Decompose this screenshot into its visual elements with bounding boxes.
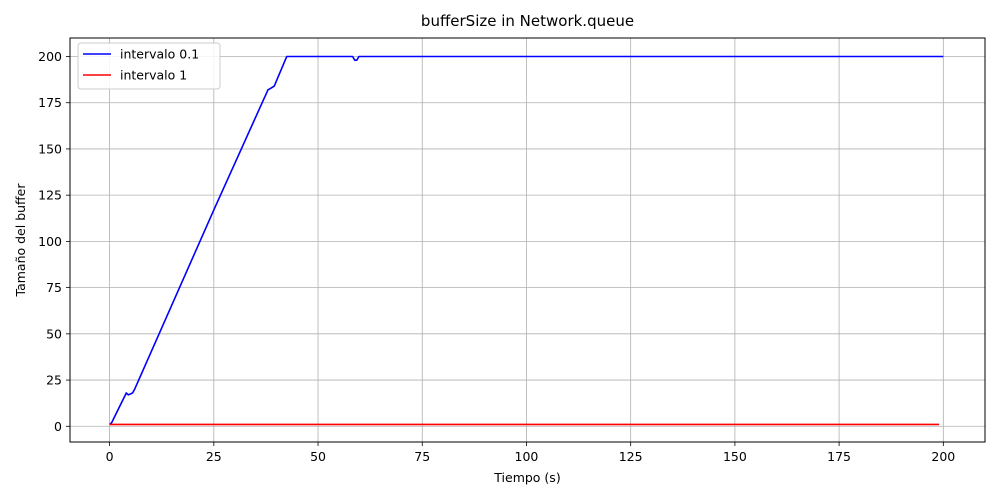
x-tick-label: 150 [723, 449, 747, 464]
y-tick-label: 200 [38, 49, 62, 64]
x-tick-label: 100 [515, 449, 539, 464]
series-group [109, 55, 944, 426]
y-tick-label: 25 [46, 373, 62, 388]
y-tick-label: 75 [46, 280, 62, 295]
x-axis-label: Tiempo (s) [493, 470, 560, 485]
x-tick-label: 125 [619, 449, 643, 464]
y-axis-label: Tamaño del buffer [13, 183, 28, 298]
x-tick-label: 75 [414, 449, 430, 464]
y-tick-label: 125 [38, 188, 62, 203]
y-tick-label: 0 [54, 419, 62, 434]
y-tick-label: 175 [38, 95, 62, 110]
y-tick-label: 150 [38, 141, 62, 156]
legend-label: intervalo 1 [120, 68, 187, 83]
x-tick-label: 200 [931, 449, 955, 464]
x-tick-label: 0 [106, 449, 114, 464]
plot-frame [69, 37, 986, 443]
y-tick-label: 50 [46, 326, 62, 341]
y-tick-label: 100 [38, 234, 62, 249]
legend-box [77, 42, 221, 90]
legend: intervalo 0.1 intervalo 1 [77, 42, 221, 90]
chart-title: bufferSize in Network.queue [421, 12, 634, 30]
grid [70, 38, 985, 442]
x-tick-label: 50 [310, 449, 326, 464]
series-line-1 [109, 55, 944, 426]
x-axis-ticks: 0 25 50 75 100 125 150 175 200 [106, 442, 955, 464]
y-axis-ticks: 0 25 50 75 100 125 150 175 200 [38, 49, 70, 434]
x-tick-label: 25 [206, 449, 222, 464]
x-tick-label: 175 [827, 449, 851, 464]
legend-label: intervalo 0.1 [120, 47, 199, 62]
